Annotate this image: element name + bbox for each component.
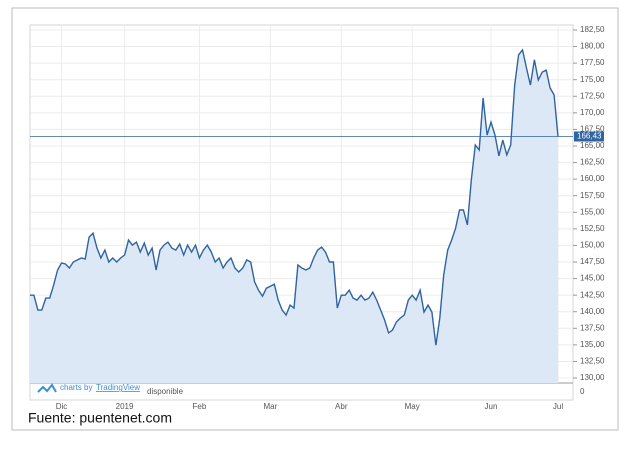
y-tick-label: 167,50 xyxy=(580,125,605,134)
volume-note: disponible xyxy=(147,387,184,396)
y-tick-label: 170,00 xyxy=(580,108,605,117)
attribution-prefix: charts by xyxy=(60,383,92,392)
price-line xyxy=(30,48,559,346)
x-tick-label: May xyxy=(405,402,420,411)
y-tick-label: 162,50 xyxy=(580,158,605,167)
attribution[interactable]: charts by TradingView xyxy=(37,383,140,393)
y-tick-label: 152,50 xyxy=(580,224,605,233)
attribution-brand[interactable]: TradingView xyxy=(96,383,140,392)
x-tick-label: Mar xyxy=(263,402,277,411)
logo xyxy=(37,383,57,393)
x-tick-label: 2019 xyxy=(116,402,134,411)
x-tick-label: Jul xyxy=(553,402,563,411)
area-fill xyxy=(30,49,558,384)
source: Fuente: puentenet.com xyxy=(28,410,172,426)
y-tick-label: 175,00 xyxy=(580,75,605,84)
y-tick-label: 135,00 xyxy=(580,340,605,349)
y-tick-label: 182,50 xyxy=(580,25,605,34)
y-tick-label: 180,00 xyxy=(580,42,605,51)
y-tick-label: 137,50 xyxy=(580,323,605,332)
x-tick-label: Feb xyxy=(193,402,207,411)
y-tick-label: 132,50 xyxy=(580,357,605,366)
y-tick-label: 160,00 xyxy=(580,174,605,183)
axes: 130,00 132,50 135,00 137,50 140,00 142,50 145,… xyxy=(30,25,605,411)
x-tick-label: Jun xyxy=(485,402,498,411)
last-price-label: 166,43 xyxy=(577,132,602,141)
y-tick-label: 165,00 xyxy=(580,141,605,150)
volume-tick-label: 0 xyxy=(580,387,585,396)
y-tick-label: 157,50 xyxy=(580,191,605,200)
y-tick-label: 150,00 xyxy=(580,241,605,250)
y-tick-label: 177,50 xyxy=(580,58,605,67)
x-tick-label: Dic xyxy=(56,402,68,411)
x-tick-label: Abr xyxy=(335,402,348,411)
y-tick-label: 142,50 xyxy=(580,290,605,299)
y-tick-label: 147,50 xyxy=(580,257,605,266)
last-price-tag xyxy=(574,131,604,142)
y-tick-label: 130,00 xyxy=(580,373,605,382)
y-tick-label: 155,00 xyxy=(580,207,605,216)
y-tick-label: 140,00 xyxy=(580,307,605,316)
y-tick-label: 172,50 xyxy=(580,91,605,100)
y-tick-label: 145,00 xyxy=(580,274,605,283)
